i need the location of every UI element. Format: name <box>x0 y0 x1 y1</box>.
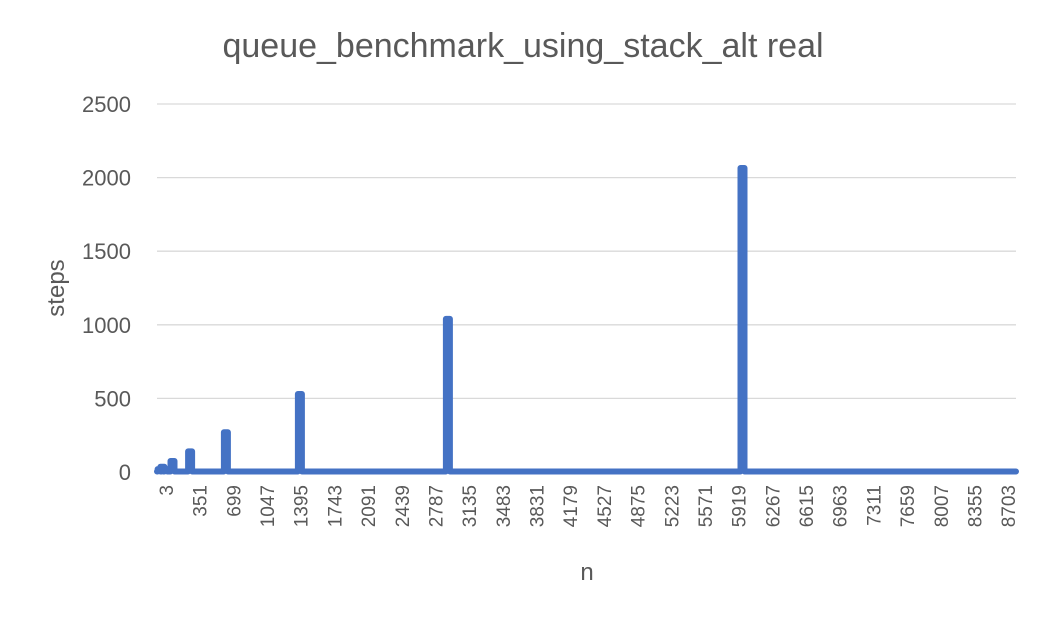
y-tick-label: 1500 <box>82 239 131 264</box>
x-tick-label: 2439 <box>393 485 414 527</box>
x-tick-label: 3483 <box>494 485 515 527</box>
x-tick-label: 5223 <box>662 485 683 527</box>
x-axis-label: n <box>580 559 593 586</box>
x-tick-label: 1743 <box>325 485 346 527</box>
x-tick-label: 6267 <box>763 485 784 527</box>
y-tick-label: 2500 <box>82 92 131 117</box>
x-tick-label: 1395 <box>292 485 313 527</box>
x-tick-label: 6963 <box>831 485 852 527</box>
x-tick-label: 4179 <box>561 485 582 527</box>
x-tick-label: 5919 <box>730 485 751 527</box>
y-axis-ticks: 0 500 1000 1500 2000 2500 <box>82 92 131 485</box>
x-tick-label: 4875 <box>629 485 650 527</box>
x-tick-label: 3135 <box>460 485 481 527</box>
x-tick-label: 8703 <box>999 485 1020 527</box>
gridlines <box>157 103 1016 400</box>
y-tick-label: 500 <box>94 386 131 411</box>
x-tick-label: 4527 <box>595 485 616 527</box>
x-tick-label: 2091 <box>359 485 380 527</box>
x-tick-label: 6615 <box>797 485 818 527</box>
x-tick-label: 8007 <box>932 485 953 527</box>
x-tick-label: 8355 <box>965 485 986 527</box>
y-tick-label: 0 <box>119 460 131 485</box>
x-tick-label: 7311 <box>864 485 885 526</box>
chart-title: queue_benchmark_using_stack_alt real <box>222 27 823 65</box>
y-tick-label: 2000 <box>82 166 131 191</box>
x-tick-label: 7659 <box>898 485 919 527</box>
x-tick-label: 2787 <box>426 485 447 527</box>
series-steps <box>154 165 1019 475</box>
x-tick-label: 3 <box>157 485 178 496</box>
x-axis-ticks: 3 351 699 1047 1395 1743 2091 2439 2787 3135 3483 3… <box>157 485 1020 527</box>
x-tick-label: 351 <box>191 485 212 517</box>
x-tick-label: 3831 <box>528 485 549 527</box>
y-tick-label: 1000 <box>82 313 131 338</box>
x-tick-label: 1047 <box>258 485 279 527</box>
series-line <box>154 165 1019 475</box>
x-tick-label: 5571 <box>696 485 717 527</box>
y-axis-label: steps <box>43 259 70 316</box>
x-tick-label: 699 <box>224 485 245 517</box>
